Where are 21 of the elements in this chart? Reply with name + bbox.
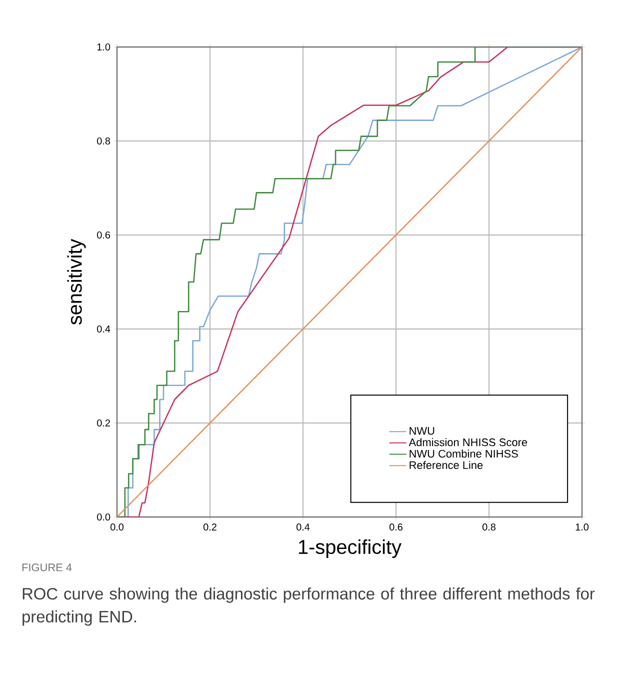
y-tick-label: 0.8 <box>97 137 110 145</box>
x-tick-label: 1.0 <box>576 524 589 531</box>
y-tick-label: 0.4 <box>97 325 110 333</box>
text: ROC curve showing the diagnostic performance of three different methods for predicting END. <box>22 588 595 626</box>
x-tick-label: 0.2 <box>203 524 216 531</box>
y-tick-label: 1.0 <box>97 43 110 51</box>
x-tick-label: 0.0 <box>110 524 124 531</box>
x-axis-title: 1-specificity <box>298 539 402 558</box>
y-tick-label: 0.6 <box>97 231 110 239</box>
line-series <box>117 46 582 517</box>
y-tick-label: 0.0 <box>97 513 110 521</box>
x-tick-label: 0.8 <box>482 524 496 531</box>
y-tick-label: 0.2 <box>97 419 110 427</box>
caption: FIGURE 4 <box>22 564 72 572</box>
x-tick-label: 0.6 <box>389 524 402 531</box>
legend-label: Reference Line <box>410 460 483 470</box>
legend-label: NWU Combine NIHSS <box>410 450 518 458</box>
x-tick-label: 0.4 <box>296 524 310 531</box>
legend-label: NWU <box>410 427 434 435</box>
legend-label: Admission NHISS Score <box>408 438 528 446</box>
y-axis-title: sensitivity <box>67 238 86 325</box>
